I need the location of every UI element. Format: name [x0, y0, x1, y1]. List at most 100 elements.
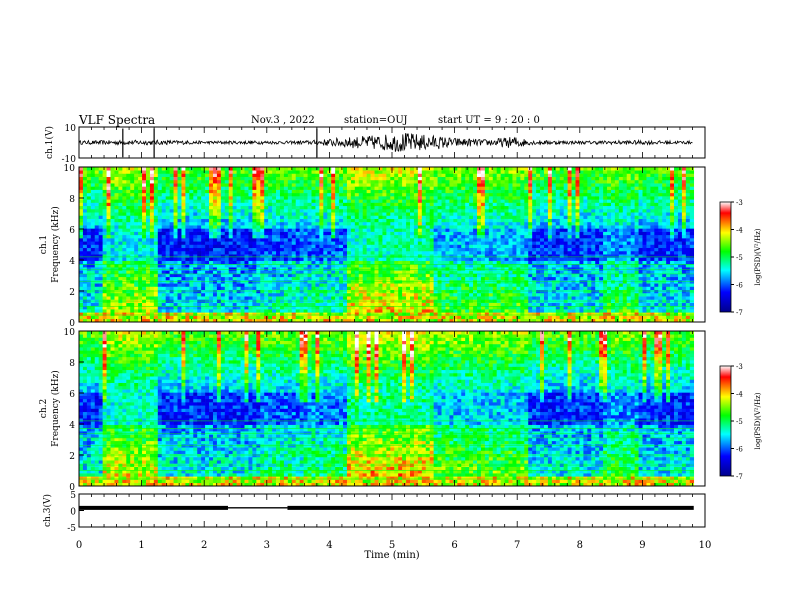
- ch1-ytick-label: -10: [62, 155, 77, 165]
- spectrogram-cell: [445, 247, 450, 252]
- spectrogram-cell: [469, 315, 474, 320]
- spectrogram-cell: [209, 289, 214, 294]
- spectrogram-cell: [331, 208, 336, 213]
- spectrogram-cell: [343, 238, 348, 242]
- spectrogram-cell: [98, 283, 103, 287]
- spectrogram-cell: [295, 318, 300, 323]
- spectrogram-cell: [457, 283, 462, 287]
- spectrogram-cell: [335, 218, 340, 223]
- spectrogram-cell: [98, 247, 103, 252]
- spectrogram-cell: [283, 196, 289, 200]
- spectrogram-cell: [248, 189, 253, 194]
- spectrogram-cell: [465, 276, 470, 281]
- spectrogram-cell: [260, 218, 265, 223]
- spectrogram-cell: [331, 241, 336, 245]
- spectrogram-cell: [177, 267, 182, 271]
- spectrogram-cell: [142, 205, 147, 210]
- spectrogram-cell: [311, 192, 316, 197]
- spectrogram-cell: [118, 270, 123, 274]
- spectrogram-cell: [248, 202, 253, 207]
- spectrogram-cell: [303, 267, 308, 271]
- spectrogram-cell: [169, 208, 174, 213]
- spectrogram-cell: [232, 205, 237, 210]
- spectrogram-cell: [145, 183, 151, 187]
- spectrogram-cell: [382, 231, 387, 236]
- spectrogram-cell: [343, 199, 348, 203]
- spectrogram-cell: [252, 208, 257, 213]
- spectrogram-cell: [145, 318, 151, 323]
- spectrogram-cell: [465, 170, 470, 174]
- spectrogram-cell: [398, 257, 403, 261]
- spectrogram-cell: [90, 286, 96, 291]
- spectrogram-cell: [410, 263, 415, 268]
- spectrogram-cell: [299, 202, 304, 207]
- spectrogram-cell: [181, 305, 186, 310]
- spectrogram-cell: [86, 312, 92, 316]
- spectrogram-cell: [138, 234, 143, 239]
- spectrogram-cell: [189, 179, 194, 184]
- spectrogram-cell: [366, 196, 371, 200]
- spectrogram-cell: [252, 238, 257, 242]
- spectrogram-cell: [268, 305, 273, 310]
- spectrogram-cell: [331, 192, 336, 197]
- spectrogram-cell: [469, 234, 474, 239]
- spectrogram-cell: [110, 305, 115, 310]
- spectrogram-cell: [94, 289, 99, 294]
- spectrogram-cell: [394, 202, 399, 207]
- spectrogram-cell: [260, 241, 265, 245]
- spectrogram-cell: [173, 167, 178, 171]
- spectrogram-cell: [193, 218, 198, 223]
- spectrogram-cell: [205, 215, 210, 219]
- spectrogram-cell: [240, 205, 245, 210]
- spectrogram-cell: [102, 167, 107, 171]
- spectrogram-cell: [413, 183, 419, 187]
- spectrogram-cell: [130, 302, 135, 307]
- spectrogram-cell: [398, 244, 403, 249]
- spectrogram-cell: [272, 228, 277, 232]
- spectrogram-cell: [169, 254, 174, 258]
- spectrogram-cell: [90, 202, 96, 207]
- spectrogram-cell: [153, 208, 159, 213]
- spectrogram-cell: [279, 305, 285, 310]
- spectrogram-cell: [260, 167, 265, 171]
- spectrogram-cell: [413, 228, 419, 232]
- spectrogram-cell: [366, 205, 371, 210]
- spectrogram-cell: [209, 270, 214, 274]
- spectrogram-cell: [291, 218, 297, 223]
- spectrogram-cell: [161, 186, 166, 190]
- spectrogram-cell: [295, 257, 300, 261]
- spectrogram-cell: [173, 257, 178, 261]
- spectrogram-cell: [370, 192, 375, 197]
- spectrogram-cell: [240, 196, 245, 200]
- spectrogram-cell: [390, 215, 395, 219]
- spectrogram-cell: [142, 289, 147, 294]
- spectrogram-cell: [319, 273, 324, 278]
- spectrogram-cell: [106, 225, 111, 229]
- spectrogram-cell: [209, 221, 214, 226]
- spectrogram-cell: [370, 228, 375, 232]
- spectrogram-cell: [370, 250, 375, 255]
- spectrogram-cell: [461, 247, 466, 252]
- spectrogram-cell: [299, 221, 304, 226]
- spectrogram-cell: [86, 218, 92, 223]
- spectrogram-cell: [279, 315, 285, 320]
- spectrogram-cell: [236, 267, 241, 271]
- spectrogram-cell: [193, 250, 198, 255]
- spectrogram-cell: [413, 221, 419, 226]
- spectrogram-cell: [429, 254, 434, 258]
- spectrogram-cell: [465, 289, 470, 294]
- spectrogram-cell: [252, 228, 257, 232]
- spectrogram-cell: [244, 231, 249, 236]
- spectrogram-cell: [279, 238, 285, 242]
- spectrogram-cell: [283, 270, 289, 274]
- spectrogram-cell: [272, 238, 277, 242]
- spectrogram-cell: [145, 205, 151, 210]
- spectrogram-cell: [189, 260, 194, 265]
- spectrogram-cell: [378, 231, 383, 236]
- spectrogram-cell: [193, 228, 198, 232]
- spectrogram-cell: [177, 302, 182, 307]
- spectrogram-cell: [212, 218, 218, 223]
- spectrogram-cell: [169, 218, 174, 223]
- spectrogram-cell: [228, 167, 233, 171]
- spectrogram-cell: [90, 309, 96, 313]
